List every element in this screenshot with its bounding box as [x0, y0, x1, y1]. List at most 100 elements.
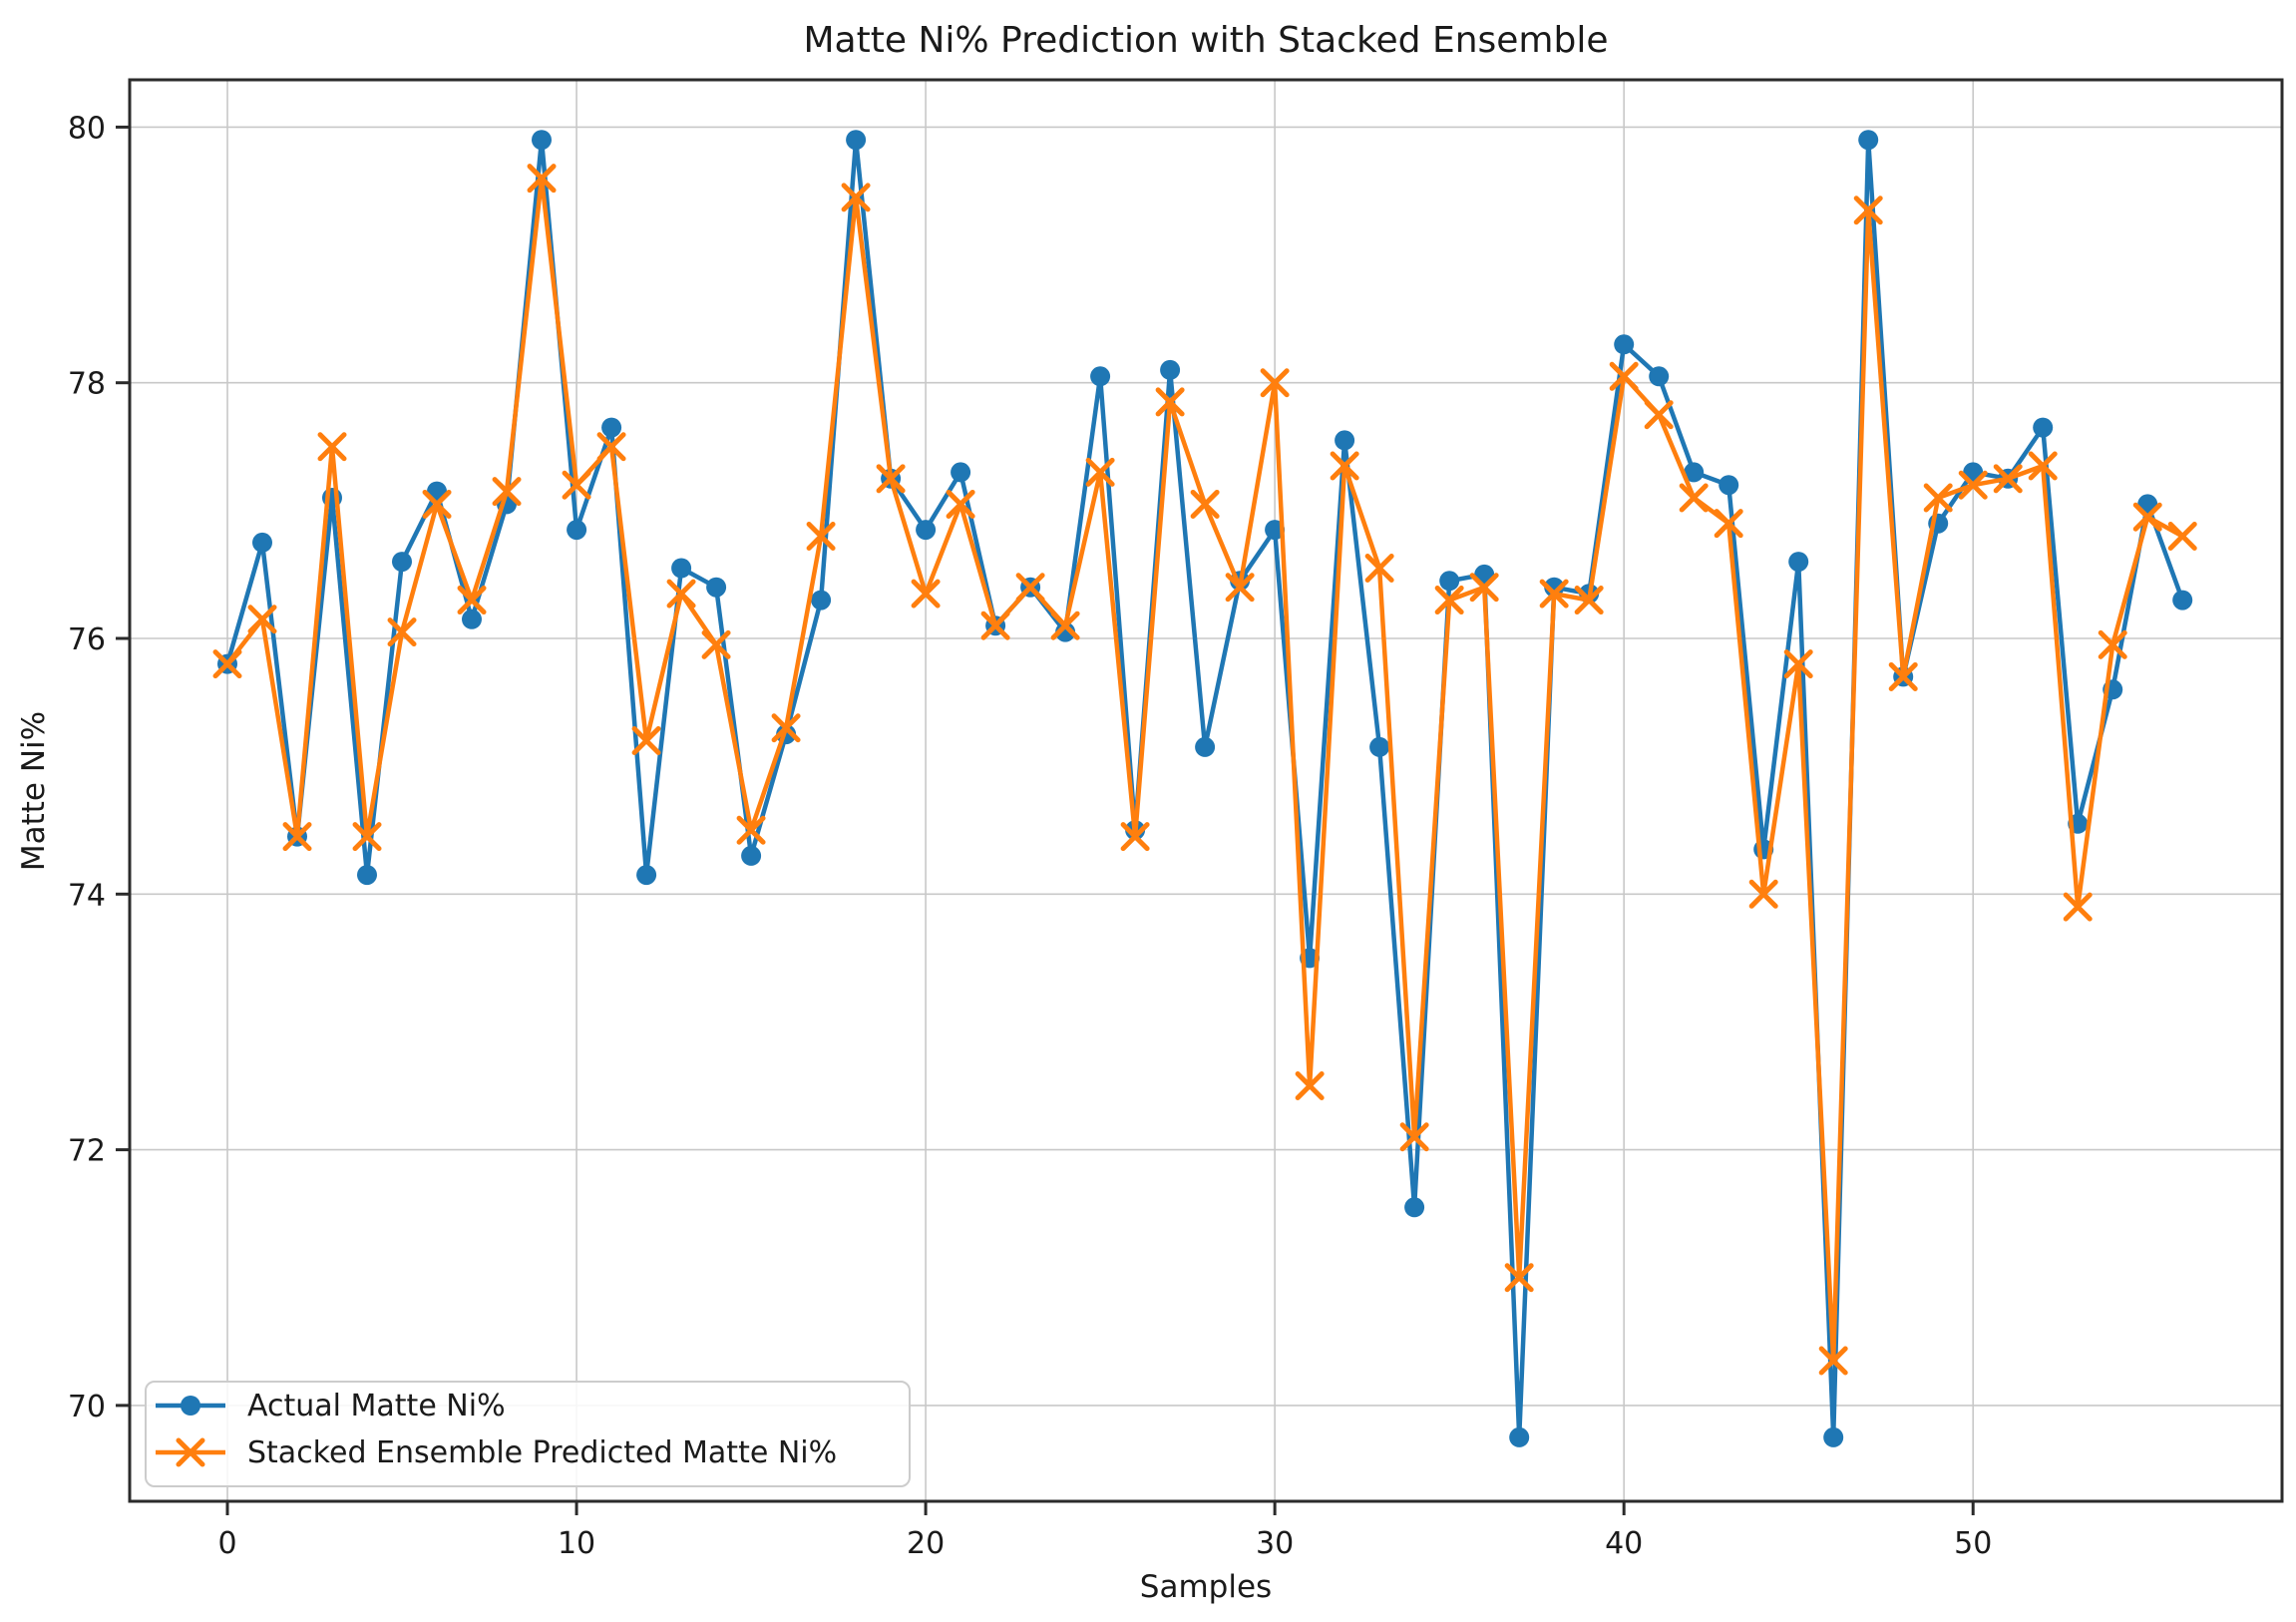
data-point-marker [1260, 368, 1290, 398]
data-point-marker [1783, 649, 1813, 679]
data-point-marker [252, 532, 272, 553]
data-point-marker [532, 130, 552, 151]
data-point-marker [1649, 366, 1670, 387]
data-point-marker [1369, 736, 1390, 757]
legend-circle-marker-icon [181, 1396, 200, 1416]
data-point-marker [392, 552, 412, 573]
data-point-marker [631, 726, 661, 756]
data-point-marker [2063, 892, 2093, 922]
axes-spines [128, 78, 2284, 1503]
data-point-marker [1788, 552, 1809, 573]
plot-border [128, 78, 2284, 1503]
data-point-marker [212, 649, 242, 679]
x-tick-label-30: 30 [1256, 1526, 1294, 1561]
data-point-marker [1050, 610, 1080, 640]
data-point-marker [1295, 1071, 1325, 1101]
data-point-marker [1090, 366, 1111, 387]
data-point-marker [1684, 462, 1705, 483]
legend: Actual Matte Ni% Stacked Ensemble Predict… [145, 1381, 911, 1487]
data-point-marker [1993, 464, 2023, 494]
y-tick-label-76: 76 [68, 622, 106, 657]
grid [130, 80, 2282, 1501]
data-point-marker [457, 586, 487, 615]
legend-box [145, 1381, 911, 1487]
data-point-marker [916, 520, 937, 541]
data-point-marker [1539, 579, 1569, 608]
data-point-marker [841, 183, 871, 212]
data-point-marker [596, 432, 626, 462]
data-point-marker [1748, 879, 1778, 909]
tick-layer: 0 10 20 30 40 50 70 72 74 76 78 80 [68, 111, 1992, 1561]
data-point-marker [1055, 621, 1076, 642]
x-tick-label-50: 50 [1954, 1526, 1992, 1561]
y-tick-label-72: 72 [68, 1134, 106, 1169]
data-point-marker [1160, 359, 1181, 380]
legend-entry-predicted: Stacked Ensemble Predicted Matte Ni% [156, 1435, 837, 1470]
data-point-marker [1434, 586, 1464, 615]
data-point-marker [946, 489, 975, 519]
data-point-marker [1330, 451, 1359, 481]
y-tick-label-78: 78 [68, 367, 106, 402]
data-point-marker [357, 865, 377, 886]
legend-x-marker-icon [176, 1437, 205, 1467]
data-point-marker [2132, 502, 2162, 532]
data-point-marker [1225, 573, 1255, 603]
data-point-marker [422, 489, 452, 519]
legend-label: Actual Matte Ni% [247, 1389, 506, 1423]
data-point-marker [567, 520, 587, 541]
data-point-marker [1958, 470, 1988, 500]
data-point-marker [1195, 736, 1216, 757]
data-point-marker [387, 617, 417, 647]
series-predicted [212, 164, 2197, 1376]
data-point-marker [1614, 334, 1635, 355]
data-point-marker [1923, 483, 1953, 513]
data-point-marker [317, 432, 347, 462]
data-point-marker [2167, 521, 2197, 551]
data-point-marker [1858, 130, 1879, 151]
data-point-marker [741, 845, 762, 866]
data-point-marker [771, 713, 801, 743]
data-point-marker [1509, 1426, 1530, 1447]
data-point-marker [911, 579, 941, 608]
data-point-marker [1120, 822, 1150, 852]
legend-label: Stacked Ensemble Predicted Matte Ni% [247, 1435, 837, 1470]
data-point-marker [527, 164, 557, 194]
chart-title: Matte Ni% Prediction with Stacked Ensemb… [804, 20, 1609, 61]
series-layer [212, 130, 2197, 1447]
data-point-marker [462, 608, 482, 629]
data-point-marker [247, 605, 277, 634]
data-point-marker [1190, 489, 1220, 519]
data-point-marker [666, 579, 696, 608]
data-point-marker [2172, 590, 2193, 610]
data-point-marker [1085, 457, 1115, 487]
data-point-marker [352, 822, 382, 852]
data-point-marker [1504, 1263, 1534, 1293]
legend-entry-actual: Actual Matte Ni% [156, 1389, 506, 1423]
y-axis-label: Matte Ni% [16, 711, 52, 871]
data-point-marker [1644, 400, 1674, 430]
y-tick-label-80: 80 [68, 111, 106, 146]
data-point-marker [1155, 387, 1185, 417]
data-point-marker [636, 865, 657, 886]
series-actual [217, 130, 2193, 1447]
data-point-marker [1335, 430, 1355, 451]
data-point-marker [2098, 629, 2127, 659]
data-point-marker [1439, 571, 1460, 592]
data-point-marker [1853, 196, 1883, 225]
data-point-marker [1818, 1346, 1848, 1376]
x-tick-label-10: 10 [558, 1526, 595, 1561]
data-point-marker [1574, 586, 1604, 615]
data-point-marker [736, 815, 766, 845]
data-point-marker [1609, 361, 1639, 391]
data-point-marker [806, 521, 836, 551]
data-point-marker [811, 590, 832, 610]
data-point-marker [1888, 661, 1918, 691]
x-tick-label-0: 0 [217, 1526, 236, 1561]
data-point-marker [492, 477, 522, 507]
data-point-marker [876, 464, 906, 494]
x-axis-label: Samples [1140, 1569, 1272, 1605]
data-point-marker [562, 470, 591, 500]
series-line [224, 137, 2185, 1440]
